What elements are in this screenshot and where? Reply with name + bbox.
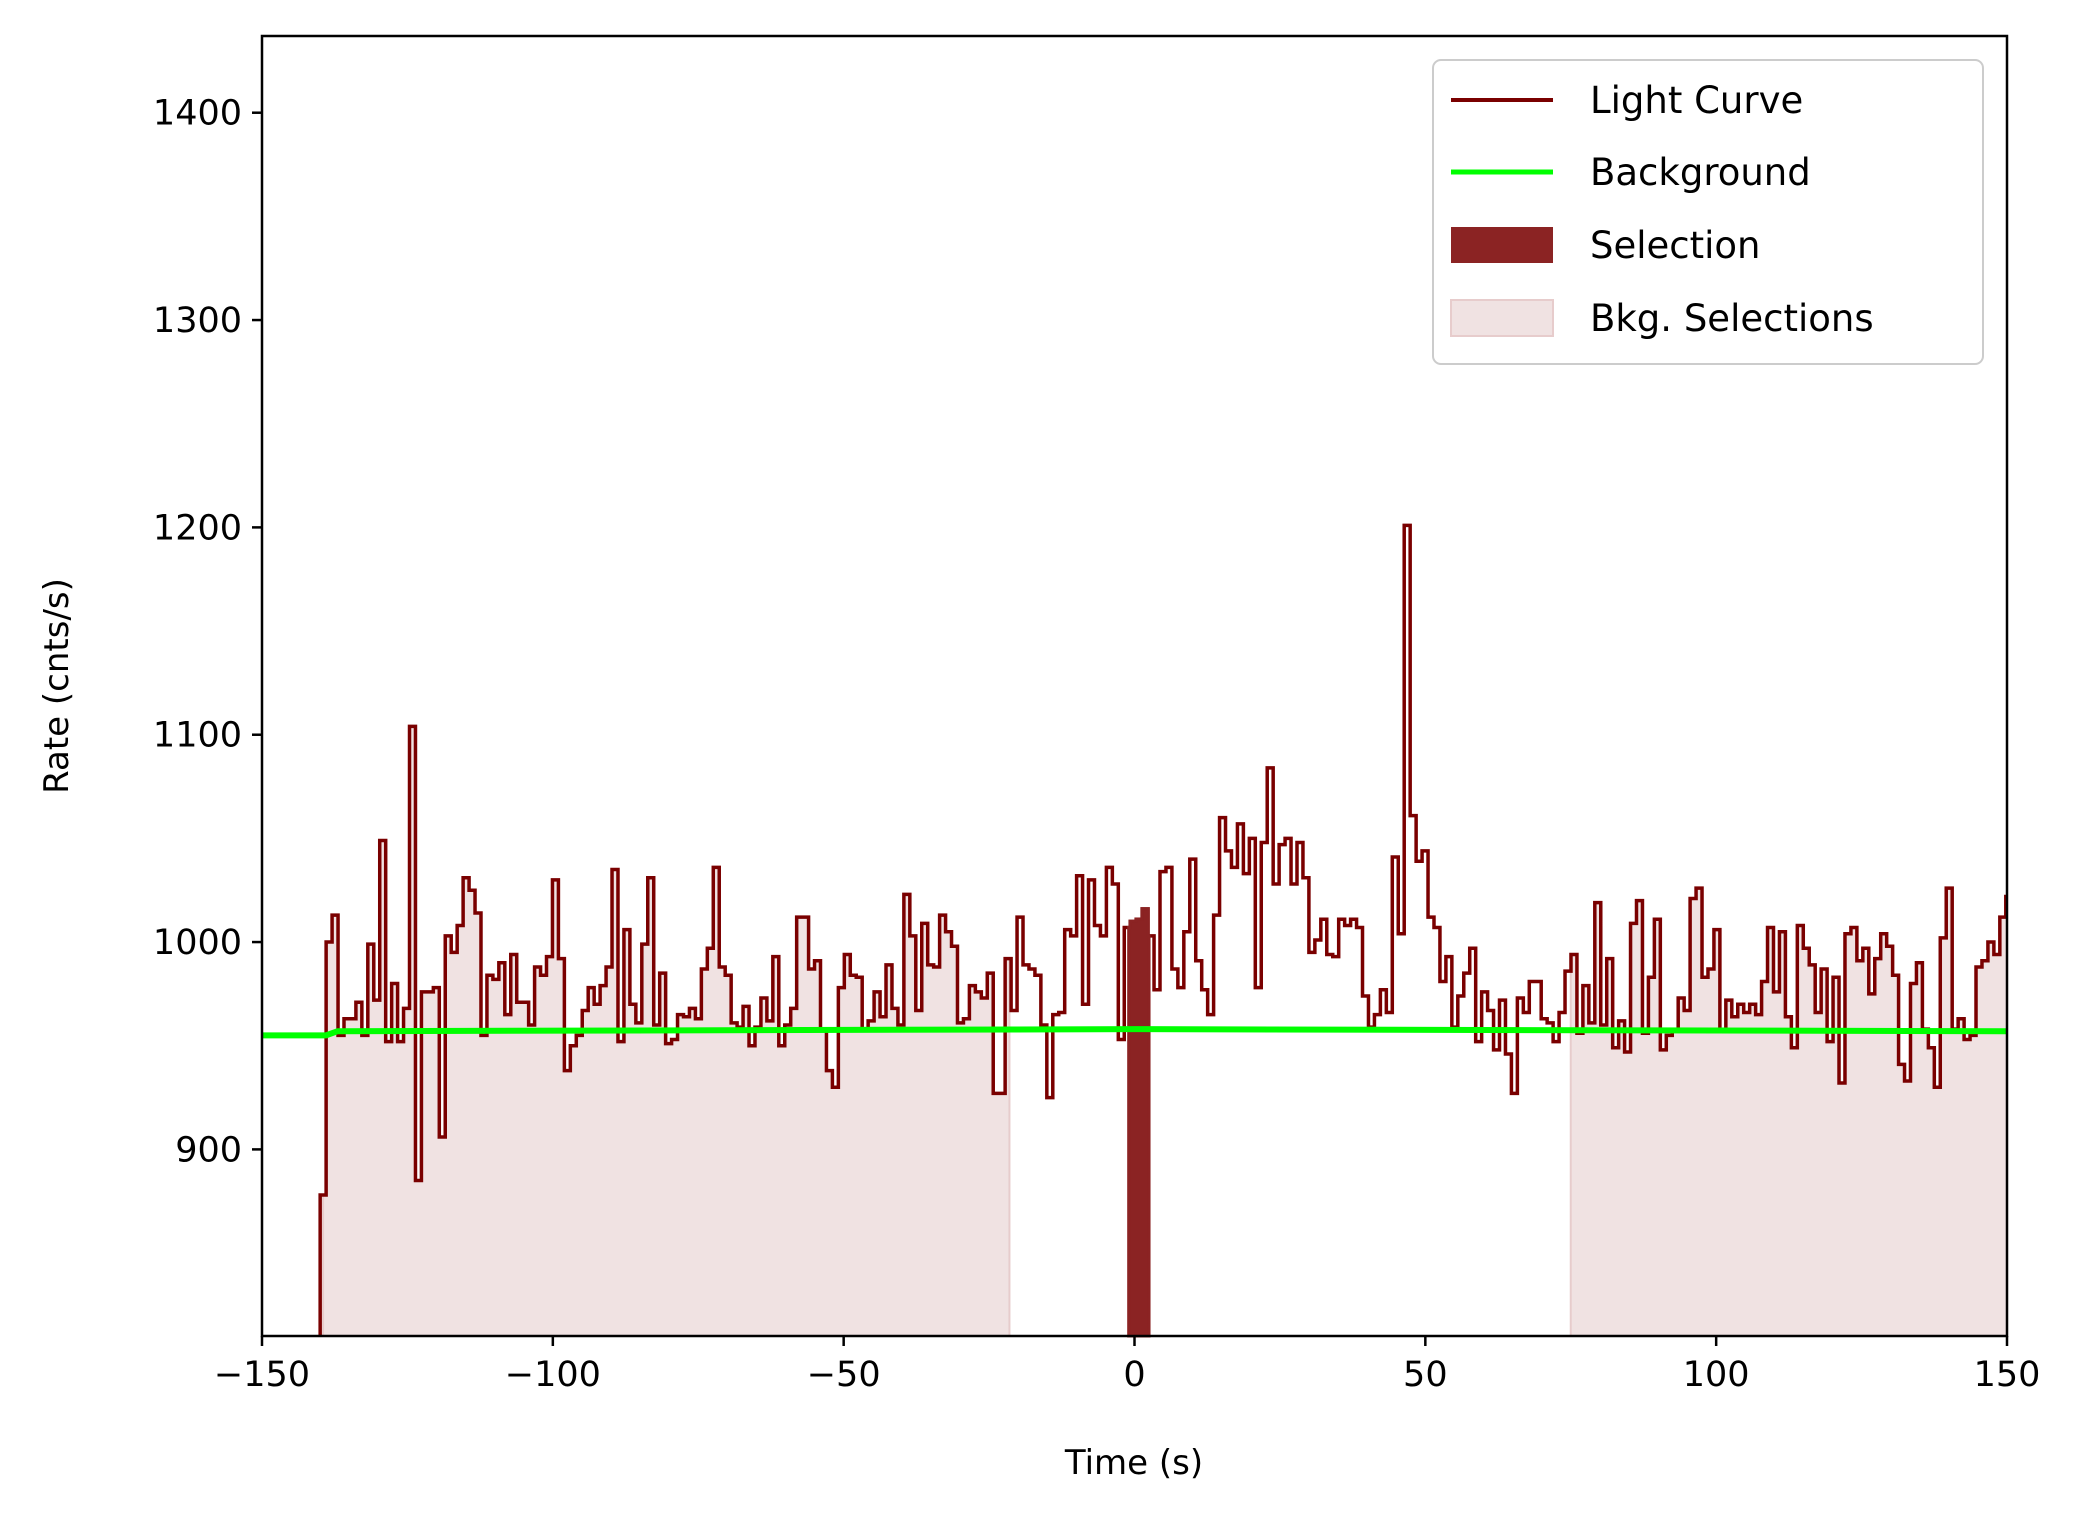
legend-swatch-bkg-selections bbox=[1450, 299, 1554, 337]
y-tick-label: 1000 bbox=[153, 923, 242, 963]
legend-label-light-curve: Light Curve bbox=[1590, 79, 1803, 122]
selection-layer bbox=[1127, 907, 1151, 1338]
background-line bbox=[262, 1026, 2008, 1039]
x-tick-label: −100 bbox=[505, 1355, 601, 1395]
light-curve-line bbox=[318, 523, 2008, 1336]
legend-swatch-selection bbox=[1451, 227, 1553, 263]
y-tick-label: 1300 bbox=[153, 301, 242, 341]
x-tick-label: 50 bbox=[1403, 1355, 1448, 1395]
legend-label-background: Background bbox=[1590, 151, 1811, 194]
background-layer bbox=[262, 1026, 2008, 1039]
x-axis: −150 −100 −50 0 50 100 150 bbox=[214, 1336, 2040, 1395]
legend: Light Curve Background Selection Bkg. Se… bbox=[1432, 59, 1984, 365]
y-tick-label: 900 bbox=[175, 1130, 242, 1170]
x-tick-label: −50 bbox=[807, 1355, 881, 1395]
y-tick-label: 1400 bbox=[153, 94, 242, 134]
x-tick-label: 100 bbox=[1683, 1355, 1750, 1395]
x-tick-label: −150 bbox=[214, 1355, 310, 1395]
legend-frame bbox=[1432, 59, 1984, 365]
x-tick-label: 0 bbox=[1123, 1355, 1145, 1395]
y-axis: 900 1000 1100 1200 1300 1400 bbox=[153, 94, 262, 1170]
selection-region bbox=[1127, 907, 1151, 1338]
light-curve-layer bbox=[318, 523, 2008, 1336]
y-tick-label: 1100 bbox=[153, 716, 242, 756]
legend-label-bkg-selections: Bkg. Selections bbox=[1590, 297, 1874, 340]
x-tick-label: 150 bbox=[1974, 1355, 2041, 1395]
legend-label-selection: Selection bbox=[1590, 224, 1761, 267]
y-tick-label: 1200 bbox=[153, 508, 242, 548]
y-axis-label: Rate (cnts/s) bbox=[37, 578, 77, 794]
x-axis-label: Time (s) bbox=[1064, 1443, 1203, 1483]
